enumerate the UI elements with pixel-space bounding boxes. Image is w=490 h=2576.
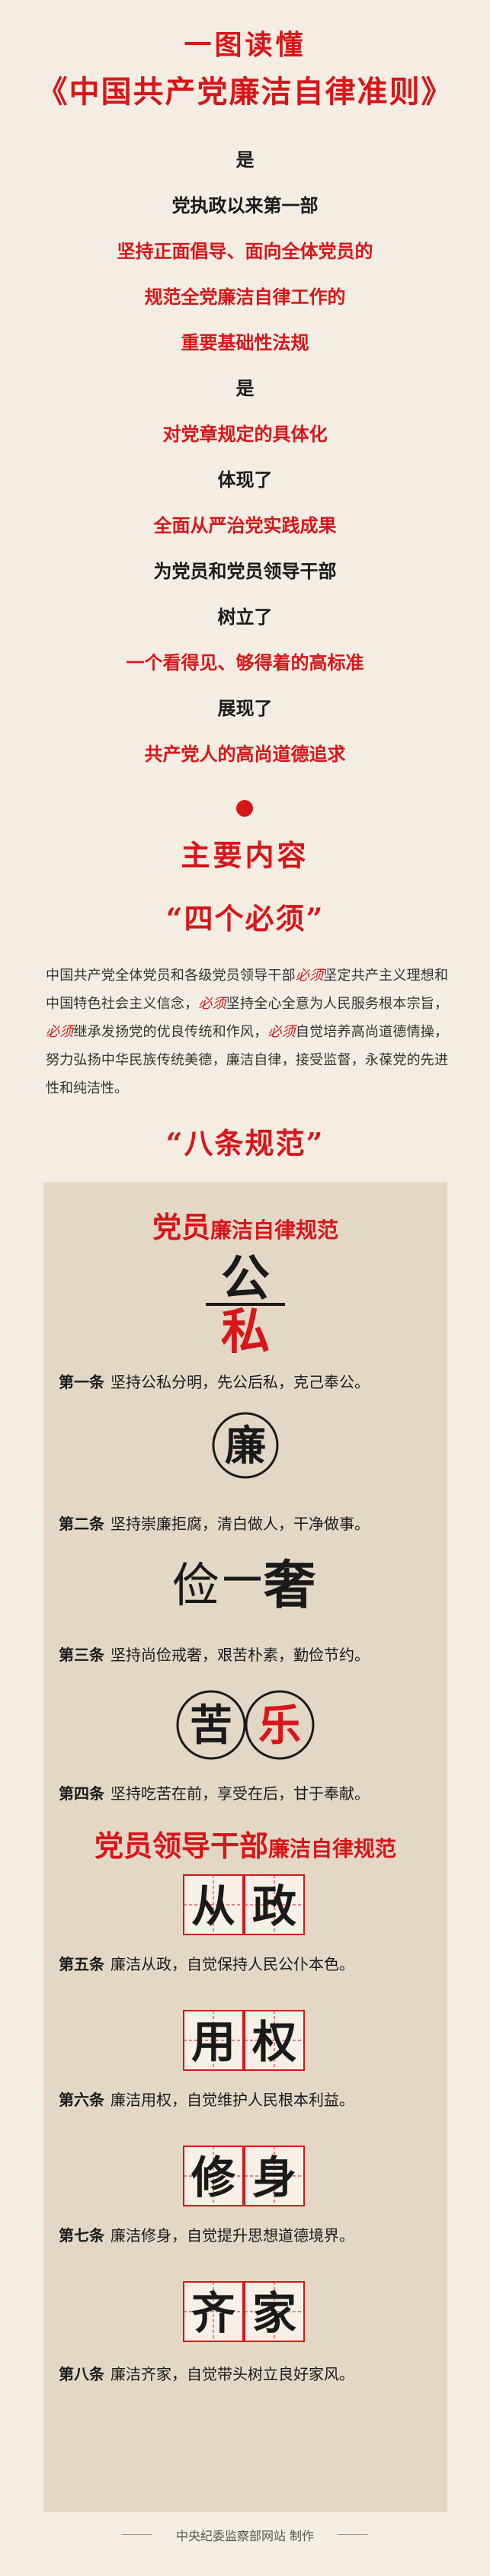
leaders-section-title: 党员领导干部廉洁自律规范 [43,1822,447,1864]
intro-statements: 是党执政以来第一部 坚持正面倡导、面向全体党员的 规范全党廉洁自律工作的 重要基础性法… [0,137,490,777]
rule-number: 第七条 [59,2226,104,2245]
intro-line: 一个看得见、够得着的高标准 [126,651,364,674]
art-char: 齐 [191,2287,235,2339]
rule-text: 坚持吃苦在前，享受在后，甘于奉献。 [110,1784,370,1803]
art-char: 身 [252,2152,296,2203]
main-content-title: 主要内容 [181,839,309,872]
rule-8: 第八条 廉洁齐家，自觉带头树立良好家风。 [59,2362,440,2384]
rule-text: 坚持尚俭戒奢，艰苦朴素，勤俭节约。 [110,1646,370,1664]
rule-number: 第八条 [59,2365,104,2383]
rule-7: 第七条 廉洁修身，自觉提升思想道德境界。 [59,2223,440,2245]
four-musts-paragraph: 中国共产党全体党员和各级党员领导干部必须坚定共产主义理想和中国特色社会主义信念，… [46,962,448,1102]
rule-5-calligraphy: 从 政 [183,1874,305,1937]
eight-rules-panel: 党员廉洁自律规范 公 私 第一条 坚持公私分明，先公后私，克己奉公。 廉 第二条坚… [43,1182,447,2512]
credit: 中央纪委监察部网站 制作 [175,2529,315,2543]
rule-number: 第五条 [59,1955,104,1973]
leaders-section-title-small: 廉洁自律规范 [268,1836,397,1861]
rule-4-calligraphy: 苦 乐 [165,1687,325,1763]
paragraph-text: 坚定共产主义理想和中国特色社会主义信念， [46,968,449,1012]
rule-number: 第四条 [59,1784,104,1803]
rule-number: 第三条 [59,1646,104,1664]
members-section-title-small: 廉洁自律规范 [210,1218,339,1243]
rule-7-calligraphy: 修 身 [183,2146,305,2208]
rule-4: 第四条 坚持吃苦在前，享受在后，甘于奉献。 [59,1781,440,1803]
rule-number: 第六条 [59,2091,104,2109]
art-char: 用 [191,2016,235,2068]
rule-5: 第五条 廉洁从政，自觉保持人民公仆本色。 [59,1952,440,1974]
eight-rules-title: “八条规范” [165,1126,325,1160]
intro-line: 重要基础性法规 [181,331,309,354]
art-char: 权 [251,2016,296,2068]
members-section-title: 党员廉洁自律规范 [43,1204,447,1246]
intro-line: 规范全党廉洁自律工作的 [144,286,346,308]
paragraph-text: 继承发扬党的优良传统和作风， [73,1024,268,1040]
art-char: 家 [252,2287,296,2339]
four-musts-title: “四个必须” [165,901,325,936]
intro-line: 体现了 [217,469,273,491]
art-char: 俭 [172,1557,219,1613]
intro-line: 是 [235,149,255,171]
rule-text: 廉洁齐家，自觉带头树立良好家风。 [110,2365,354,2383]
art-char: 从 [191,1880,235,1932]
intro-line: 党执政以来第一部 [171,194,319,216]
art-char: 私 [221,1304,270,1355]
red-dot-icon [236,800,253,817]
rule-number: 第二条 [59,1515,104,1533]
art-char: 修 [191,2152,236,2203]
rule-text: 坚持崇廉拒腐，清白做人，干净做事。 [110,1515,370,1533]
rule-2: 第二条 坚持崇廉拒腐，清白做人，干净做事。 [59,1512,440,1534]
rule-3-calligraphy: 俭 奢 [162,1551,329,1620]
rule-text: 坚持公私分明，先公后私，克己奉公。 [110,1373,370,1391]
intro-line: 坚持正面倡导、面向全体党员的 [117,240,373,262]
art-char: 苦 [190,1701,232,1751]
rule-3: 第三条 坚持尚俭戒奢，艰苦朴素，勤俭节约。 [59,1643,440,1665]
art-char: 公 [221,1250,270,1307]
intro-line: 共产党人的高尚道德追求 [144,743,346,765]
rule-number: 第一条 [59,1373,104,1391]
rule-text: 廉洁从政，自觉保持人民公仆本色。 [110,1955,354,1973]
art-char: 廉 [225,1421,266,1470]
rule-1-calligraphy: 公 私 [200,1248,291,1355]
rule-6-calligraphy: 用 权 [183,2010,305,2072]
paragraph-text: 中国共产党全体党员和各级党员领导干部 [46,968,296,984]
emphasis-must: 必须 [46,1024,74,1040]
intro-line: 对党章规定的具体化 [162,423,328,445]
rule-text: 廉洁修身，自觉提升思想道德境界。 [110,2226,354,2245]
header-line-1: 一图读懂 [184,30,306,61]
header-title: 《中国共产党廉洁自律准则》 [37,75,453,110]
emphasis-must: 必须 [295,968,324,984]
emphasis-must: 必须 [198,996,226,1012]
rule-text: 廉洁用权，自觉维护人民根本利益。 [110,2091,354,2109]
intro-line: 是 [235,377,255,399]
art-char: 乐 [258,1701,301,1751]
emphasis-must: 必须 [267,1024,296,1040]
rule-2-calligraphy: 廉 [211,1411,280,1480]
intro-line: 展现了 [217,697,273,719]
art-char: 政 [252,1880,296,1932]
intro-line: 树立了 [217,606,273,628]
members-section-title-big: 党员 [152,1210,210,1244]
paragraph-text: 自觉培养高尚道德情操，努力弘扬中华民族传统美德，廉洁自律，接受监督，永葆党的先进… [46,1024,449,1096]
rule-6: 第六条 廉洁用权，自觉维护人民根本利益。 [59,2088,440,2110]
art-char: 奢 [264,1555,316,1616]
paragraph-text: 坚持全心全意为人民服务根本宗旨， [226,996,449,1012]
leaders-section-title-big: 党员领导干部 [94,1829,268,1863]
credit-divider-left [122,2534,152,2535]
rule-8-calligraphy: 齐 家 [183,2281,305,2344]
intro-line: 为党员和党员领导干部 [153,560,337,582]
credit-divider-right [338,2534,368,2535]
rule-1: 第一条 坚持公私分明，先公后私，克己奉公。 [59,1370,440,1392]
intro-line: 全面从严治党实践成果 [153,514,337,536]
